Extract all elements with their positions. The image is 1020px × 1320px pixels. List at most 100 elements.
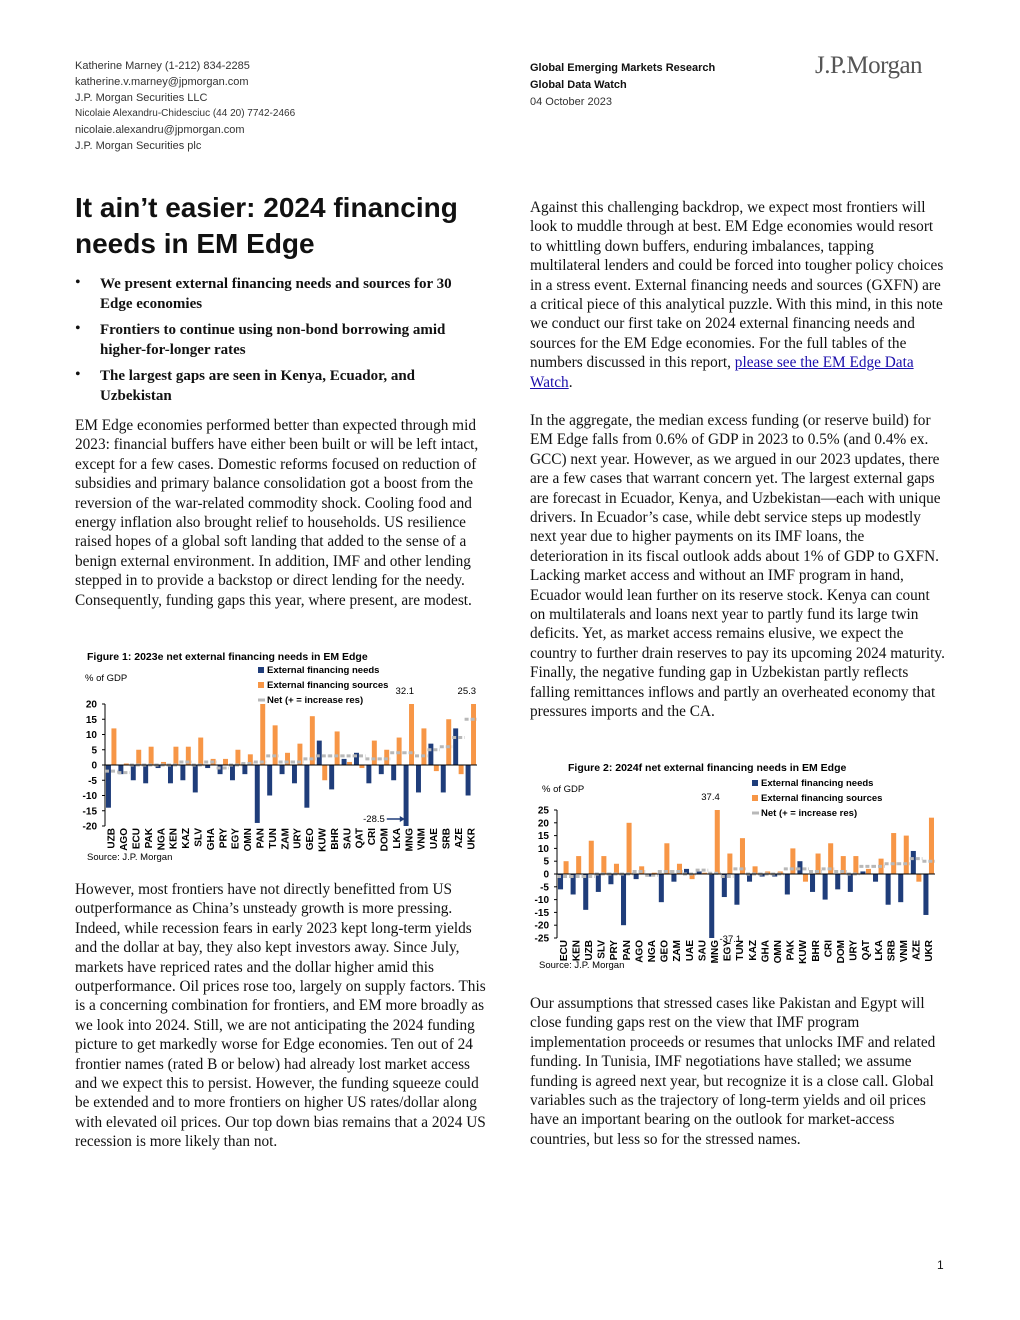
- bar: [111, 728, 117, 765]
- x-tick-label: AGO: [119, 828, 130, 851]
- paragraph: Against this challenging backdrop, we ex…: [530, 198, 946, 392]
- data-label: 32.1: [396, 686, 415, 697]
- y-tick-label: 20: [538, 818, 550, 829]
- x-tick-label: GEO: [660, 940, 671, 962]
- x-tick-label: NGA: [647, 940, 658, 962]
- bar: [621, 874, 627, 926]
- bar: [297, 743, 303, 765]
- x-tick-label: KAZ: [748, 940, 759, 961]
- bar: [347, 761, 353, 765]
- bullet: • The largest gaps are seen in Kenya, Ecu…: [75, 366, 487, 406]
- x-tick-label: BHR: [330, 827, 341, 849]
- bar: [148, 746, 154, 765]
- x-tick-label: ZAM: [280, 828, 291, 850]
- bar: [822, 874, 828, 900]
- link[interactable]: please see the EM Edge Data Watch: [530, 354, 914, 391]
- bar: [366, 765, 372, 784]
- x-tick-label: VNM: [417, 828, 428, 850]
- bar: [714, 810, 720, 874]
- author-line: katherine.v.marney@jpmorgan.com: [75, 76, 249, 88]
- x-tick-label: SLV: [194, 828, 205, 847]
- x-tick-label: SRB: [442, 828, 453, 849]
- bar: [136, 749, 142, 765]
- x-tick-label: OMN: [243, 828, 254, 851]
- y-tick-label: -5: [88, 776, 97, 787]
- bar: [601, 856, 607, 874]
- bar: [923, 874, 929, 915]
- plot-area: [105, 704, 477, 826]
- y-axis-label: % of GDP: [542, 784, 584, 795]
- publication-block: Global Emerging Markets Research Global …: [530, 60, 715, 111]
- x-tick-label: QAT: [355, 828, 366, 848]
- bar: [465, 765, 471, 796]
- bar: [453, 728, 459, 765]
- bar: [235, 749, 241, 765]
- bar: [396, 737, 402, 765]
- chart: Figure 1: 2023e net external financing n…: [83, 651, 478, 863]
- x-tick-label: KEN: [169, 828, 180, 849]
- date: 04 October 2023: [530, 96, 612, 108]
- paragraph: Our assumptions that stressed cases like…: [530, 995, 936, 1148]
- paragraph: However, most frontiers have not directl…: [75, 881, 486, 1151]
- bar: [910, 850, 916, 874]
- x-tick-label: UKR: [466, 827, 477, 849]
- bar: [223, 758, 229, 765]
- x-tick-label: EGY: [723, 940, 734, 961]
- x-tick-label: AZE: [912, 940, 923, 960]
- source: Source: J.P. Morgan: [539, 960, 624, 971]
- bar: [471, 704, 477, 765]
- x-tick-label: UAE: [429, 828, 440, 849]
- chart: Figure 2: 2024f net external financing n…: [535, 762, 936, 971]
- y-tick-label: -10: [535, 895, 550, 906]
- logo: J.P.Morgan: [815, 52, 923, 79]
- x-tick-label: UAE: [685, 940, 696, 961]
- bar: [371, 740, 377, 765]
- x-tick-label: DOM: [380, 828, 391, 851]
- bar: [205, 765, 211, 769]
- bar: [696, 871, 702, 874]
- page-number: 1: [937, 1258, 944, 1272]
- chart-title: Figure 1: 2023e net external financing n…: [87, 651, 368, 663]
- bar: [353, 752, 359, 765]
- x-tick-label: PRY: [609, 940, 620, 961]
- bar: [588, 840, 594, 874]
- bar: [709, 874, 715, 938]
- bar: [847, 874, 853, 892]
- x-tick-label: DOM: [836, 940, 847, 963]
- y-tick-label: 0: [91, 761, 97, 772]
- bar: [576, 856, 582, 874]
- bar: [329, 765, 335, 790]
- x-tick-label: MNG: [404, 828, 415, 852]
- data-label: 25.3: [458, 686, 477, 697]
- legend-swatch: [752, 780, 758, 786]
- x-tick-label: SAU: [697, 940, 708, 961]
- x-tick-label: AZE: [454, 828, 465, 848]
- bullet-text: The largest gaps are seen in Kenya, Ecua…: [100, 368, 416, 404]
- bar: [873, 874, 879, 882]
- y-tick-label: -10: [83, 791, 98, 802]
- bar: [279, 765, 285, 775]
- bar: [217, 765, 223, 775]
- x-tick-label: PRY: [218, 828, 229, 849]
- bar: [891, 833, 897, 874]
- bar: [626, 822, 632, 874]
- x-tick-label: BHR: [811, 939, 822, 961]
- bar: [815, 853, 821, 874]
- bar: [130, 765, 136, 781]
- y-tick-label: 5: [91, 745, 97, 756]
- bar: [143, 765, 149, 784]
- bar: [739, 838, 745, 874]
- legend-label: External financing sources: [267, 680, 388, 691]
- y-tick-label: 25: [538, 806, 550, 817]
- x-tick-label: UKR: [924, 939, 935, 961]
- bar: [860, 871, 866, 874]
- bar: [563, 861, 569, 874]
- data-label: -37.1: [720, 934, 742, 945]
- data-label: 37.4: [701, 792, 720, 803]
- bar: [421, 728, 427, 765]
- bar: [309, 716, 315, 765]
- bar: [229, 765, 235, 781]
- y-tick-label: 10: [538, 844, 550, 855]
- author-line: Nicolaie Alexandru-Chidesciuc (44 20) 77…: [75, 108, 296, 119]
- bar: [790, 848, 796, 874]
